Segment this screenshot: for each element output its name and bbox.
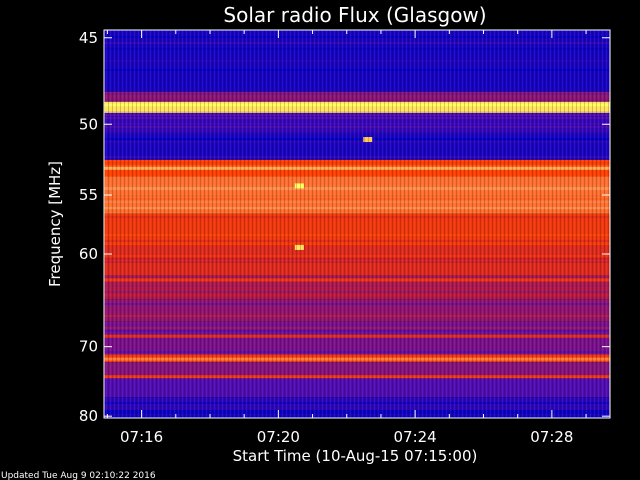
y-axis-label: Frequency [MHz] — [46, 161, 64, 287]
x-axis-label: Start Time (10-Aug-15 07:15:00) — [233, 447, 478, 465]
plot-frame — [103, 29, 611, 419]
chart-title: Solar radio Flux (Glasgow) — [223, 3, 486, 27]
x-tick-label: 07:24 — [394, 428, 437, 446]
heatmap-texture — [104, 30, 610, 418]
y-tick-label: 60 — [79, 245, 98, 263]
x-tick-label: 07:28 — [530, 428, 573, 446]
y-axis: 45 50 55 60 70 80 — [79, 29, 610, 425]
x-axis: 07:16 07:20 07:24 07:28 — [106, 30, 587, 446]
x-tick-label: 07:20 — [257, 428, 300, 446]
y-tick-label: 55 — [79, 186, 98, 204]
x-tick-label: 07:16 — [120, 428, 163, 446]
updated-timestamp: Updated Tue Aug 9 02:10:22 2016 — [1, 471, 156, 480]
y-tick-label: 50 — [79, 115, 98, 133]
y-tick-label: 80 — [79, 407, 98, 425]
y-tick-label: 70 — [79, 338, 98, 356]
y-tick-label: 45 — [79, 29, 98, 47]
